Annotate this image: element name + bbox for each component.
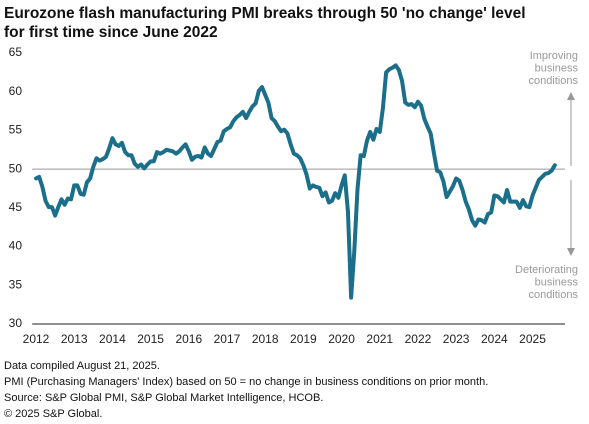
chart-title: for first time since June 2022 [4,24,218,41]
annotation: Improving [530,50,578,62]
x-tick-label: 2015 [137,332,164,346]
x-tick-label: 2022 [405,332,432,346]
footnote: Data compiled August 21, 2025. [4,360,160,372]
x-tick-label: 2024 [481,332,508,346]
x-tick-label: 2014 [99,332,126,346]
y-tick-label: 60 [9,84,23,98]
x-tick-label: 2013 [61,332,88,346]
pmi-line [34,63,557,300]
x-tick-label: 2012 [23,332,50,346]
x-tick-label: 2018 [252,332,279,346]
y-tick-label: 50 [9,161,23,175]
x-tick-label: 2021 [366,332,393,346]
y-tick-label: 35 [9,277,23,291]
annotation: business [535,62,579,74]
x-tick-label: 2016 [175,332,202,346]
y-tick-label: 45 [9,200,23,214]
annotation: business [535,276,579,288]
x-tick-label: 2023 [443,332,470,346]
y-tick-label: 30 [9,316,23,330]
x-tick-label: 2017 [214,332,241,346]
footnote: PMI (Purchasing Managers' Index) based o… [4,376,488,388]
y-tick-label: 40 [9,239,23,253]
footnote: © 2025 S&P Global. [4,408,102,420]
annotation: Deteriorating [515,264,578,276]
x-tick-label: 2025 [519,332,546,346]
x-tick-label: 2019 [290,332,317,346]
chart-title: Eurozone flash manufacturing PMI breaks … [4,5,526,22]
annotation: conditions [528,289,578,301]
y-tick-label: 55 [9,123,23,137]
x-tick-label: 2020 [328,332,355,346]
y-tick-label: 65 [9,45,23,59]
annotation: conditions [528,75,578,87]
footnote: Source: S&P Global PMI, S&P Global Marke… [4,392,323,404]
